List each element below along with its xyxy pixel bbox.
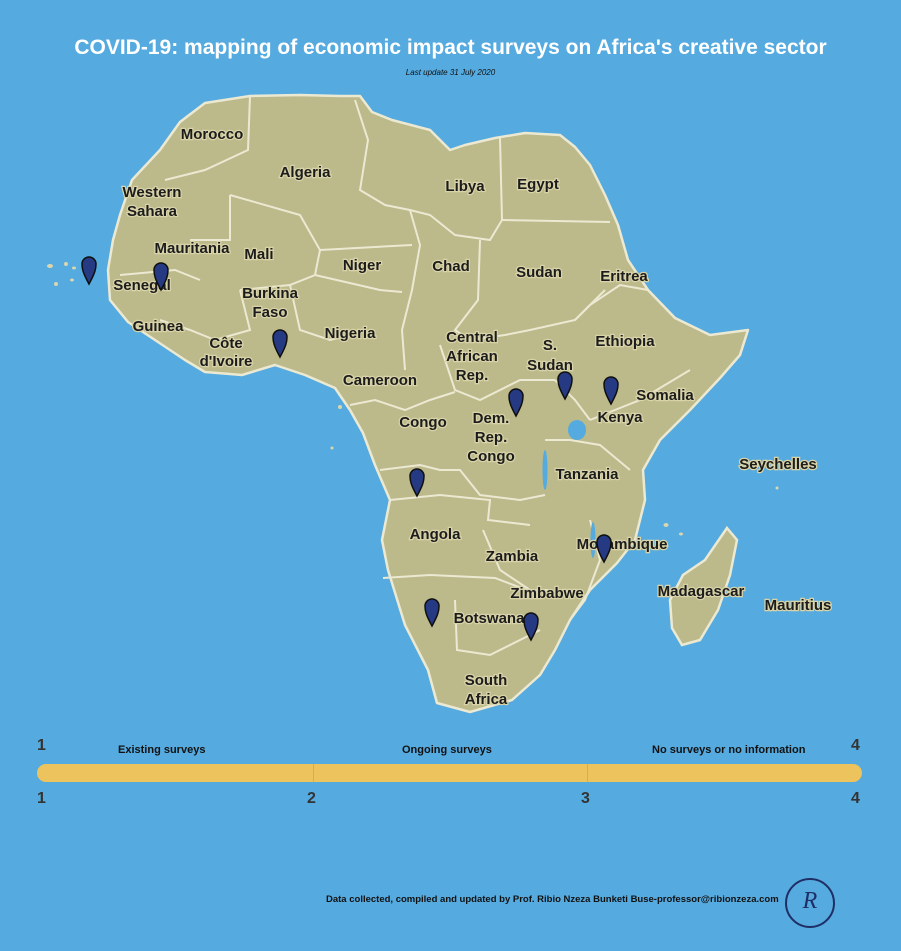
legend-top-left-number: 1 <box>37 737 46 754</box>
legend-no-surveys: No surveys or no information <box>652 744 806 756</box>
label-cote-divoire-2: d'Ivoire <box>200 353 253 370</box>
map-pin-icon[interactable] <box>596 534 612 564</box>
survey-markers <box>81 256 619 642</box>
label-zimbabwe: Zimbabwe <box>510 585 583 602</box>
label-somalia: Somalia <box>636 387 694 404</box>
map-pin-icon[interactable] <box>508 388 524 418</box>
map-pin-icon[interactable] <box>153 262 169 292</box>
scale-bar-divider <box>313 764 314 782</box>
label-south-africa-1: South <box>465 672 508 689</box>
label-kenya: Kenya <box>597 409 643 426</box>
label-south-africa-2: Africa <box>465 691 508 708</box>
map-pin-icon[interactable] <box>272 329 288 359</box>
map-pin-icon[interactable] <box>603 376 619 406</box>
label-chad: Chad <box>432 258 470 275</box>
label-car-3: Rep. <box>456 367 489 384</box>
map-title: COVID-19: mapping of economic impact sur… <box>74 36 827 59</box>
label-tanzania: Tanzania <box>555 466 619 483</box>
label-congo: Congo <box>399 414 446 431</box>
legend-top-right-number: 4 <box>851 737 860 754</box>
scale-label-1: 1 <box>37 790 46 807</box>
scale-bar-divider <box>587 764 588 782</box>
scale-label-2: 2 <box>307 790 316 807</box>
scale-label-3: 3 <box>581 790 590 807</box>
label-drc-1: Dem. <box>473 410 510 427</box>
label-niger: Niger <box>343 257 382 274</box>
label-morocco: Morocco <box>181 126 244 143</box>
label-sudan: Sudan <box>516 264 562 281</box>
country-borders <box>119 95 691 657</box>
author-logo-icon: R <box>785 878 835 928</box>
label-eritrea: Eritrea <box>600 268 648 285</box>
map-pin-icon[interactable] <box>424 598 440 628</box>
label-car-2: African <box>446 348 498 365</box>
logo-letter: R <box>802 888 818 914</box>
label-madagascar: Madagascar <box>658 583 745 600</box>
label-seychelles: Seychelles <box>739 456 817 473</box>
label-mauritania: Mauritania <box>154 240 230 257</box>
label-south-sudan-2: Sudan <box>527 357 573 374</box>
map-pin-icon[interactable] <box>409 468 425 498</box>
country-labels: Morocco Algeria Libya Egypt Western Saha… <box>112 125 833 710</box>
label-algeria: Algeria <box>280 164 332 181</box>
label-burkina-faso-2: Faso <box>252 304 287 321</box>
label-mozambique: Mozambique <box>577 536 668 553</box>
label-drc-3: Congo <box>467 448 514 465</box>
label-cote-divoire-1: Côte <box>209 335 242 352</box>
legend-scale-bar <box>37 764 862 782</box>
legend-ongoing-surveys: Ongoing surveys <box>402 744 492 756</box>
label-nigeria: Nigeria <box>325 325 377 342</box>
label-drc-2: Rep. <box>475 429 508 446</box>
madagascar-island <box>668 525 739 647</box>
lake-victoria <box>568 420 586 440</box>
label-south-sudan-1: S. <box>543 337 557 354</box>
map-pin-icon[interactable] <box>523 612 539 642</box>
label-western-sahara-1: Western <box>123 184 182 201</box>
label-car-1: Central <box>446 329 498 346</box>
label-ethiopia: Ethiopia <box>595 333 655 350</box>
label-western-sahara-2: Sahara <box>127 203 178 220</box>
map-pin-icon[interactable] <box>81 256 97 286</box>
label-botswana: Botswana <box>454 610 526 627</box>
africa-landmass <box>106 93 750 714</box>
lake-tanganyika <box>542 450 548 490</box>
label-mali: Mali <box>244 246 273 263</box>
label-guinea: Guinea <box>133 318 185 335</box>
label-zambia: Zambia <box>486 548 539 565</box>
map-subtitle: Last update 31 July 2020 <box>405 68 496 77</box>
label-cameroon: Cameroon <box>343 372 417 389</box>
legend-existing-surveys: Existing surveys <box>118 744 206 756</box>
label-mauritius: Mauritius <box>765 597 832 614</box>
footer-credit: Data collected, compiled and updated by … <box>326 894 779 905</box>
label-egypt: Egypt <box>517 176 559 193</box>
small-islands <box>47 262 831 608</box>
label-libya: Libya <box>445 178 485 195</box>
label-burkina-faso-1: Burkina <box>242 285 299 302</box>
label-angola: Angola <box>410 526 461 543</box>
scale-label-4: 4 <box>851 790 860 807</box>
lake-malawi <box>590 522 596 558</box>
map-pin-icon[interactable] <box>557 371 573 401</box>
